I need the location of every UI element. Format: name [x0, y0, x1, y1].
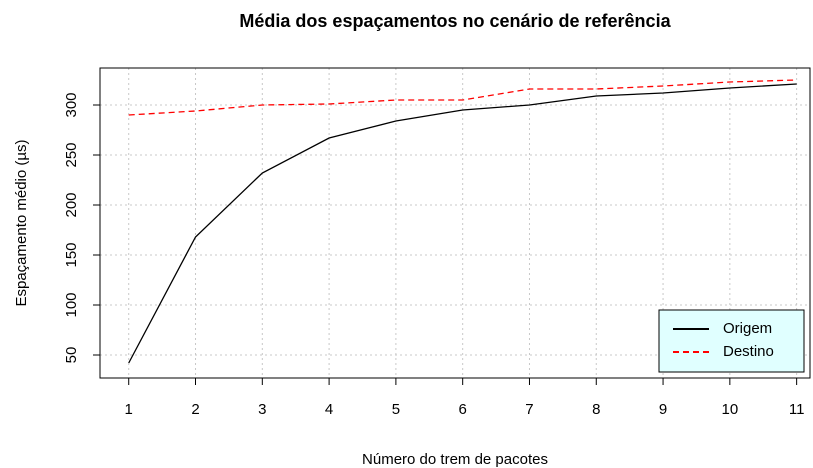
x-tick-label: 3	[258, 401, 266, 418]
y-tick-label: 250	[63, 142, 80, 167]
y-tick-label: 200	[63, 192, 80, 217]
data-line	[128, 79, 797, 116]
y-axis-label: Espaçamento médio (µs)	[13, 139, 30, 306]
x-tick-label: 8	[592, 401, 600, 418]
y-tick-label: 300	[63, 92, 80, 117]
x-tick-label: 5	[392, 401, 400, 418]
y-tick-label: 100	[63, 292, 80, 317]
x-tick-label: 6	[459, 401, 467, 418]
x-tick-label: 11	[789, 401, 805, 418]
data-line	[128, 83, 797, 364]
chart-title: Média dos espaçamentos no cenário de ref…	[239, 11, 671, 31]
legend-label: Origem	[723, 320, 772, 337]
x-axis-label: Número do trem de pacotes	[362, 451, 548, 468]
y-tick-label: 150	[63, 242, 80, 267]
legend-box	[658, 309, 805, 373]
plot-frame	[99, 67, 811, 379]
x-tick-label: 7	[525, 401, 533, 418]
x-tick-label: 1	[125, 401, 133, 418]
x-tick-label: 10	[722, 401, 739, 418]
x-tick-label: 2	[191, 401, 199, 418]
x-tick-label: 4	[325, 401, 333, 418]
legend-label: Destino	[723, 343, 774, 360]
x-tick-label: 9	[659, 401, 667, 418]
y-tick-label: 50	[63, 347, 80, 364]
